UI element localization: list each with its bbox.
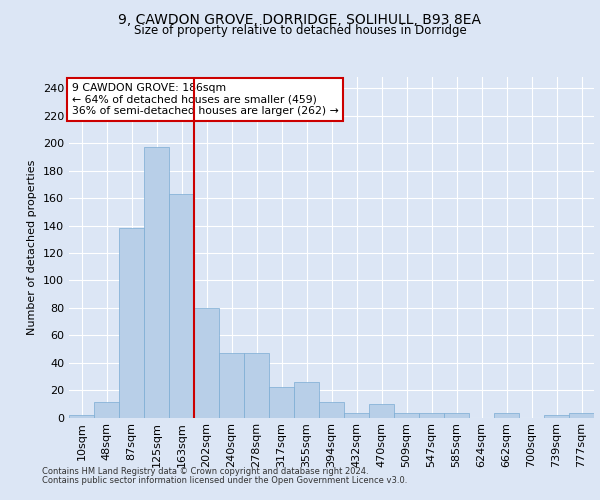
Bar — [119, 228, 144, 418]
Text: 9 CAWDON GROVE: 186sqm
← 64% of detached houses are smaller (459)
36% of semi-de: 9 CAWDON GROVE: 186sqm ← 64% of detached… — [71, 82, 338, 116]
Text: Contains public sector information licensed under the Open Government Licence v3: Contains public sector information licen… — [42, 476, 407, 485]
Bar — [444, 414, 469, 418]
Bar — [494, 414, 519, 418]
Bar — [219, 353, 244, 418]
Bar — [244, 353, 269, 418]
Bar — [194, 308, 219, 418]
Bar — [394, 414, 419, 418]
Y-axis label: Number of detached properties: Number of detached properties — [28, 160, 37, 335]
Bar — [369, 404, 394, 417]
Bar — [544, 415, 569, 418]
Bar — [569, 414, 594, 418]
Bar — [419, 414, 444, 418]
Text: Contains HM Land Registry data © Crown copyright and database right 2024.: Contains HM Land Registry data © Crown c… — [42, 467, 368, 476]
Text: Size of property relative to detached houses in Dorridge: Size of property relative to detached ho… — [134, 24, 466, 37]
Bar — [294, 382, 319, 418]
Bar — [169, 194, 194, 418]
Bar — [94, 402, 119, 417]
Bar — [344, 414, 369, 418]
Bar — [69, 415, 94, 418]
Bar — [319, 402, 344, 417]
Bar — [269, 388, 294, 418]
Text: 9, CAWDON GROVE, DORRIDGE, SOLIHULL, B93 8EA: 9, CAWDON GROVE, DORRIDGE, SOLIHULL, B93… — [119, 12, 482, 26]
Bar — [144, 148, 169, 418]
